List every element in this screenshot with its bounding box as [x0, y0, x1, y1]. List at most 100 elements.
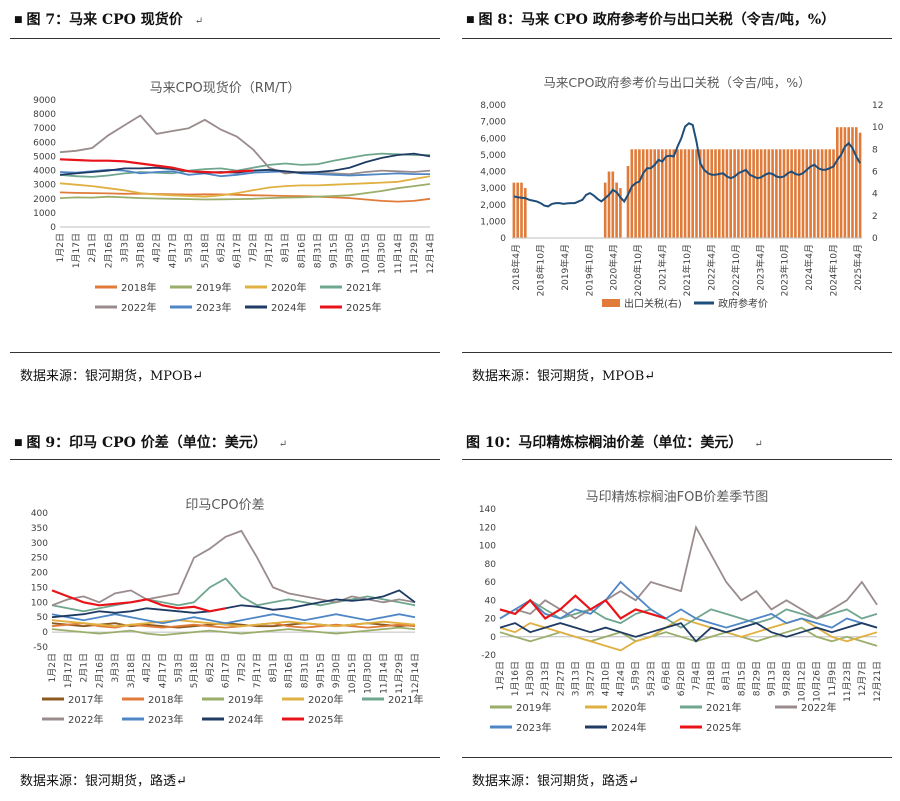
tax-bar: [786, 149, 790, 238]
y2-tick-label: 2: [872, 212, 878, 222]
x-tick-label: 7月17日: [252, 653, 263, 688]
tax-bar: [763, 149, 767, 238]
x-tick-label: 2月13日: [540, 661, 551, 696]
legend-label-2018: 2018年: [148, 693, 183, 706]
tax-bar: [729, 149, 732, 238]
y-tick-label: 7,000: [480, 118, 506, 128]
tax-bar: [619, 188, 622, 238]
x-tick-label: 11月29日: [409, 233, 420, 274]
x-tick-label: 4月24日: [616, 661, 627, 696]
y-tick-label: 2000: [33, 195, 56, 205]
tax-bar: [752, 149, 755, 238]
y-tick-label: 350: [31, 524, 48, 534]
tax-bar: [512, 182, 516, 238]
tax-bar: [653, 149, 656, 238]
series-line-2023: [51, 613, 416, 625]
y-tick-label: 3,000: [480, 184, 506, 194]
x-tick-label: 8月16日: [284, 653, 295, 688]
legend-label-2017: 2017年: [68, 693, 103, 706]
x-tick-label: 2月16日: [94, 653, 105, 688]
data-source: 数据来源：银河期货，MPOB↵: [472, 369, 656, 384]
tax-bar: [836, 127, 839, 238]
x-tick-label: 12月7日: [857, 661, 868, 696]
y-tick-label: 4,000: [480, 168, 506, 178]
tax-bar: [702, 149, 706, 238]
x-tick-label: 2020年10月: [632, 244, 644, 296]
x-tick-label: 2018年4月: [510, 244, 522, 291]
y-tick-label: 400: [31, 509, 48, 519]
data-source: 数据来源：银河期货，路透↵: [20, 774, 187, 789]
y-tick-label: 5000: [33, 152, 56, 162]
y-tick-label: 40: [485, 596, 497, 606]
tax-bar: [683, 149, 687, 238]
tax-bar: [733, 149, 736, 238]
x-tick-label: 8月31日: [312, 233, 323, 268]
data-source: 数据来源：银河期货，MPOB↵: [20, 369, 204, 384]
tax-bar: [611, 171, 615, 238]
y2-tick-label: 12: [872, 101, 883, 111]
legend-label-2023: 2023年: [516, 721, 551, 734]
y-tick-label: 2,000: [480, 201, 506, 211]
legend-label-2022: 2022年: [68, 713, 103, 726]
y2-tick-label: 8: [872, 145, 878, 155]
x-tick-label: 2020年4月: [608, 244, 620, 291]
x-tick-label: 11月14日: [378, 653, 389, 694]
x-tick-label: 5月18日: [200, 233, 211, 268]
x-tick-label: 3月3日: [119, 233, 130, 262]
x-tick-label: 1月30日: [525, 661, 536, 696]
series-line-2020: [499, 617, 878, 652]
x-tick-label: 4月2日: [152, 233, 163, 262]
x-tick-label: 5月3日: [173, 653, 184, 682]
x-tick-label: 2024年10月: [828, 244, 840, 296]
x-tick-label: 2021年10月: [681, 244, 693, 296]
tax-bar: [718, 149, 721, 238]
x-tick-label: 8月16日: [296, 233, 307, 268]
x-tick-label: 6月17日: [221, 653, 232, 688]
series-line-2021: [59, 152, 430, 178]
x-tick-label: 2024年4月: [803, 244, 815, 291]
legend-label-2025: 2025年: [308, 713, 343, 726]
x-tick-label: 3月18日: [126, 653, 137, 688]
y-tick-label: 200: [31, 569, 48, 579]
tax-bar: [767, 149, 771, 238]
y2-tick-label: 6: [872, 168, 878, 178]
x-tick-label: 10月15日: [347, 653, 358, 694]
x-tick-label: 1月2日: [55, 233, 66, 262]
y-tick-label: 120: [479, 523, 496, 533]
x-tick-label: 10月15日: [361, 233, 372, 274]
x-tick-label: 8月29日: [751, 661, 762, 696]
y2-tick-label: 4: [872, 190, 878, 200]
legend-label-2024: 2024年: [271, 301, 306, 314]
y-tick-label: 3000: [33, 181, 56, 191]
series-line-2023: [59, 168, 430, 178]
tax-bar: [775, 149, 778, 238]
x-tick-label: 9月15日: [328, 233, 339, 268]
x-tick-label: 2月1日: [79, 653, 90, 682]
y2-tick-label: 0: [872, 234, 878, 244]
legend-label-2021: 2021年: [706, 701, 741, 714]
y-tick-label: 20: [485, 615, 497, 625]
source-rule: [10, 352, 440, 353]
y-tick-label: 9000: [33, 96, 56, 106]
x-tick-label: 3月27日: [585, 661, 596, 696]
x-tick-label: 10月26日: [812, 661, 823, 702]
x-tick-label: 2022年10月: [730, 244, 742, 296]
tax-bar: [668, 149, 672, 238]
x-tick-label: 2019年4月: [559, 244, 571, 291]
indo-malay-cpo-spread-chart: 印马CPO价差 -50 0 50 100 150 200 250 300 350 400 1月2日 1月…: [31, 498, 424, 726]
x-tick-label: 8月1日: [280, 233, 291, 262]
source-rule: [462, 352, 892, 353]
y-tick-label: 140: [479, 505, 496, 515]
legend-label-2020: 2020年: [308, 693, 343, 706]
tax-bar: [813, 149, 816, 238]
tax-bar: [809, 149, 812, 238]
legend-label-2022: 2022年: [801, 701, 836, 714]
x-tick-label: 7月17日: [264, 233, 275, 268]
tax-bar: [771, 149, 774, 238]
tax-bar: [699, 149, 702, 238]
tax-bar: [782, 149, 786, 238]
tax-bar: [816, 149, 820, 238]
x-tick-label: 2019年10月: [583, 244, 595, 296]
x-tick-label: 5月3日: [184, 233, 195, 262]
tax-bar: [641, 149, 645, 238]
